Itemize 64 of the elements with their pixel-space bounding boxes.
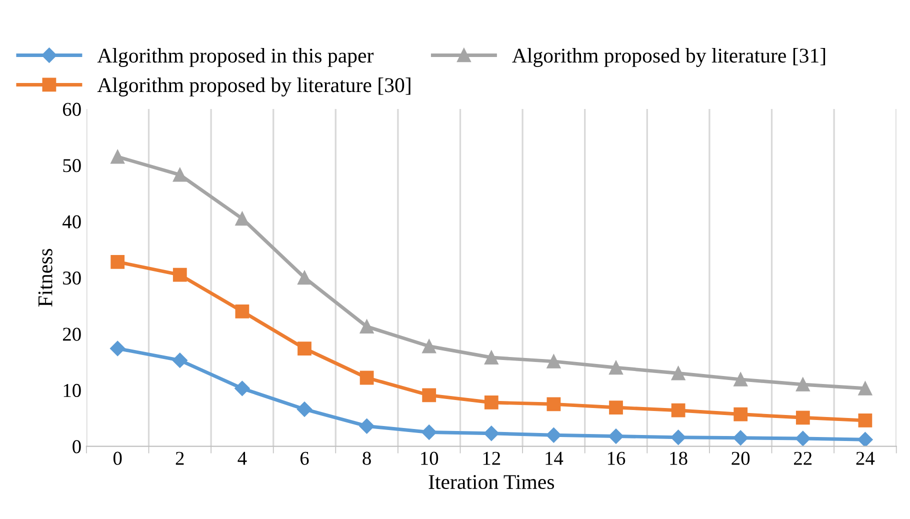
point (671, 403, 686, 418)
x-tick-label: 6 (300, 452, 309, 465)
legend-label: Algorithm proposed by literature [31] (512, 48, 826, 67)
x-tick-label: 24 (856, 452, 875, 465)
x-tick-label: 20 (732, 452, 750, 465)
point (609, 400, 623, 414)
point (546, 354, 561, 368)
point (858, 432, 873, 446)
x-tick-label: 10 (421, 452, 438, 465)
point (858, 414, 872, 428)
point (422, 339, 436, 354)
point (360, 370, 374, 385)
y-tick-label: 10 (64, 384, 81, 398)
x-axis-title: Iteration Times (428, 475, 554, 490)
point (110, 254, 125, 269)
legend-label: Algorithm proposed in this paper (97, 48, 374, 67)
point (796, 378, 810, 392)
point (796, 410, 810, 425)
legend-label: Algorithm proposed by literature [30] (97, 78, 410, 96)
x-tick-label: 2 (176, 452, 184, 465)
point (235, 212, 250, 226)
point (360, 320, 374, 334)
point (670, 430, 686, 445)
y-axis-title: Fitness (38, 248, 52, 307)
point (671, 366, 686, 380)
point (733, 430, 748, 446)
point (484, 426, 499, 441)
x-tick-label: 4 (238, 452, 247, 465)
point (484, 350, 498, 364)
y-tick-label: 40 (62, 215, 81, 228)
point (422, 388, 436, 402)
point (110, 340, 126, 356)
point (546, 397, 561, 412)
x-tick-label: 12 (483, 452, 500, 465)
point (422, 424, 437, 440)
point (298, 270, 312, 285)
point (110, 150, 125, 164)
point (609, 360, 623, 375)
point (795, 430, 810, 446)
point (296, 402, 312, 417)
x-tick-label: 16 (608, 452, 626, 465)
x-tick-label: 0 (113, 452, 122, 465)
point (298, 342, 312, 356)
point (235, 304, 250, 318)
x-tick-label: 8 (362, 452, 371, 465)
point (858, 381, 872, 396)
y-tick-label: 60 (62, 102, 81, 116)
y-tick-label: 50 (63, 159, 81, 172)
x-tick-label: 14 (546, 452, 564, 465)
y-tick-label: 0 (72, 440, 81, 454)
point (608, 428, 624, 444)
point (359, 418, 374, 434)
point (734, 372, 748, 386)
point (734, 407, 748, 422)
point (234, 380, 250, 396)
point (172, 268, 187, 282)
point (172, 352, 188, 368)
point (484, 396, 498, 410)
point (546, 428, 562, 443)
y-tick-label: 20 (63, 328, 81, 341)
y-tick-label: 30 (63, 271, 81, 285)
point (172, 168, 187, 182)
x-tick-label: 18 (670, 452, 688, 465)
x-tick-label: 22 (794, 452, 812, 465)
